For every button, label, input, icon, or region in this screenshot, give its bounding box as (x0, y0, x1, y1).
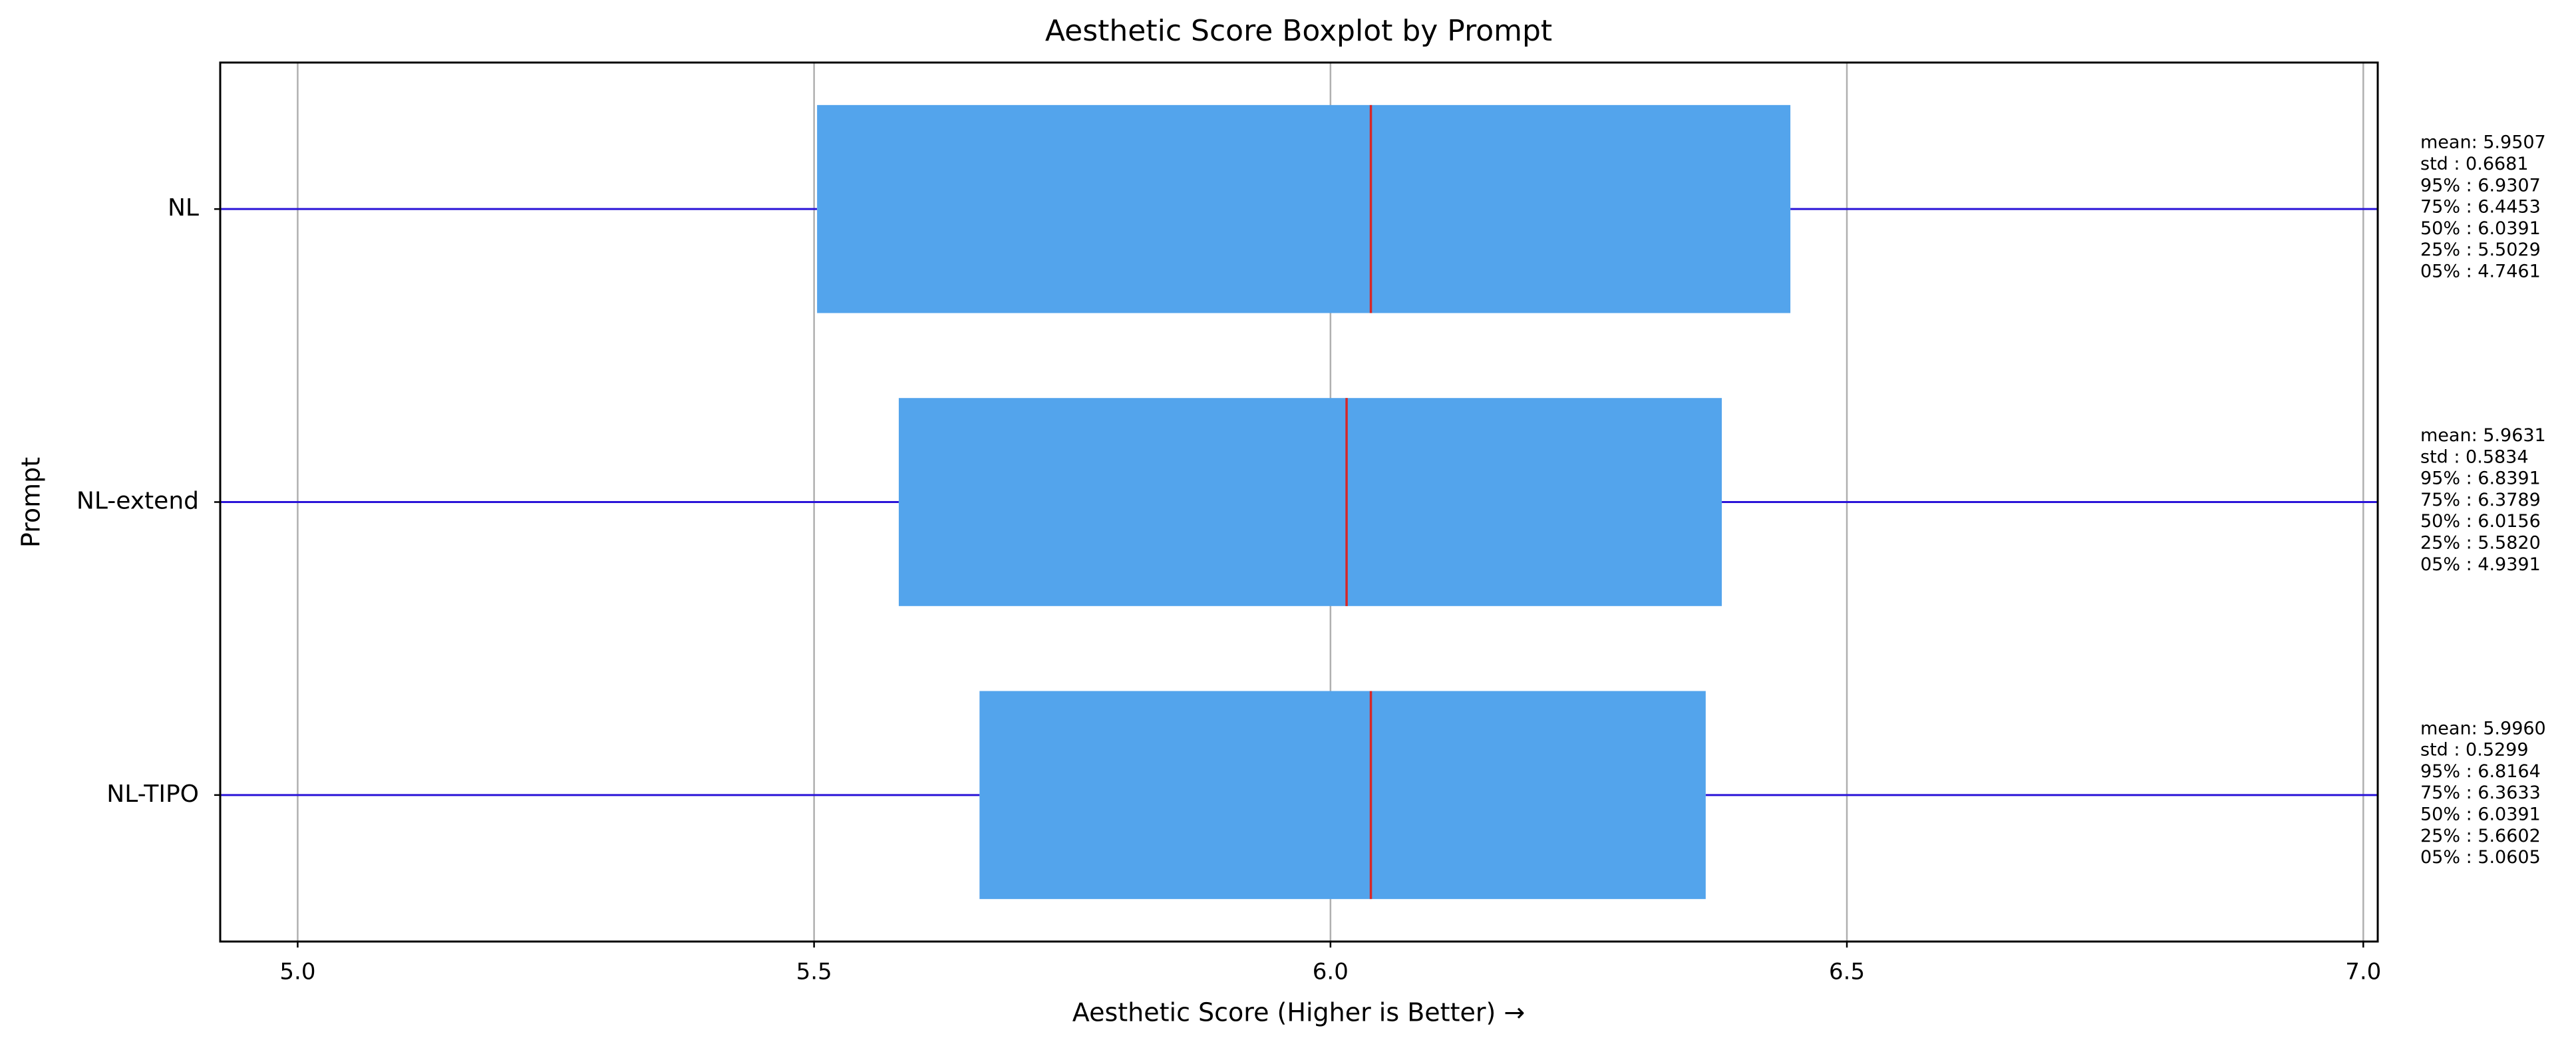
x-tick-label: 5.0 (279, 959, 315, 985)
x-tick-label: 6.0 (1313, 959, 1349, 985)
stat-annotation: std : 0.6681 (2420, 154, 2529, 174)
stat-annotation: std : 0.5834 (2420, 446, 2529, 467)
x-axis-label: Aesthetic Score (Higher is Better) → (1072, 998, 1525, 1027)
stat-annotation: 50% : 6.0156 (2420, 511, 2541, 532)
stat-annotation: 95% : 6.8164 (2420, 761, 2541, 782)
stat-annotation: 95% : 6.9307 (2420, 175, 2541, 196)
stat-annotation: 75% : 6.4453 (2420, 197, 2541, 218)
box (817, 104, 1791, 313)
stat-annotation: 05% : 5.0605 (2420, 847, 2541, 868)
y-axis-label: Prompt (17, 457, 46, 548)
x-tick-label: 5.5 (796, 959, 832, 985)
box (979, 691, 1706, 900)
stat-annotation: 50% : 6.0391 (2420, 804, 2541, 825)
stat-annotation: mean: 5.9507 (2420, 132, 2546, 153)
stat-annotation: 50% : 6.0391 (2420, 218, 2541, 239)
y-tick-label: NL-TIPO (106, 781, 199, 808)
plot-area (220, 104, 2378, 900)
stat-annotation: 75% : 6.3633 (2420, 783, 2541, 803)
stat-annotation: 25% : 5.5029 (2420, 240, 2541, 260)
stat-annotation: mean: 5.9960 (2420, 718, 2546, 739)
stat-annotation: 95% : 6.8391 (2420, 468, 2541, 489)
x-tick-label: 7.0 (2345, 959, 2381, 985)
box (898, 398, 1722, 606)
stat-annotation: 25% : 5.5820 (2420, 533, 2541, 554)
x-tick-label: 6.5 (1829, 959, 1865, 985)
stat-annotation: 05% : 4.9391 (2420, 554, 2541, 575)
stat-annotation: 25% : 5.6602 (2420, 826, 2541, 846)
stat-annotation: mean: 5.9631 (2420, 425, 2546, 446)
stat-annotation: 75% : 6.3789 (2420, 490, 2541, 510)
stat-annotation: 05% : 4.7461 (2420, 261, 2541, 281)
stat-annotation: std : 0.5299 (2420, 740, 2529, 761)
y-tick-label: NL-extend (77, 488, 199, 515)
y-tick-label: NL (168, 194, 199, 222)
chart-title: Aesthetic Score Boxplot by Prompt (1045, 14, 1552, 48)
